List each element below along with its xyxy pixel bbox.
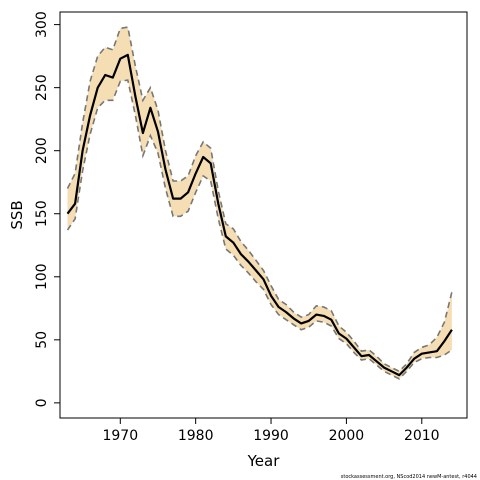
y-tick-label: 0: [34, 398, 50, 407]
y-tick-label: 250: [34, 74, 50, 101]
x-tick-label: 1970: [102, 428, 138, 444]
series-layer: [66, 26, 453, 380]
y-axis: 0 50 100 150 200 250 300: [34, 11, 60, 407]
x-tick-label: 2000: [329, 428, 365, 444]
y-tick-label: 200: [34, 137, 50, 164]
x-axis: 1970 1980 1990 2000 2010: [102, 418, 440, 444]
y-tick-label: 300: [34, 11, 50, 38]
lower-bound-line: [66, 79, 453, 380]
y-tick-label: 150: [34, 200, 50, 227]
confidence-band-layer: [67, 27, 452, 379]
y-tick-label: 100: [34, 263, 50, 290]
y-tick-label: 50: [34, 331, 50, 349]
upper-bound-line: [66, 26, 453, 373]
x-tick-label: 2010: [404, 428, 440, 444]
x-axis-title: Year: [247, 452, 281, 470]
confidence-band: [67, 27, 452, 379]
x-tick-label: 1990: [253, 428, 289, 444]
ssb-estimate-line: [66, 53, 453, 377]
footnote: stockassessment.org, NScod2014 newM-ante…: [341, 474, 477, 480]
y-axis-title: SSB: [8, 200, 26, 229]
plot-frame: [59, 11, 468, 419]
x-tick-label: 1980: [178, 428, 214, 444]
